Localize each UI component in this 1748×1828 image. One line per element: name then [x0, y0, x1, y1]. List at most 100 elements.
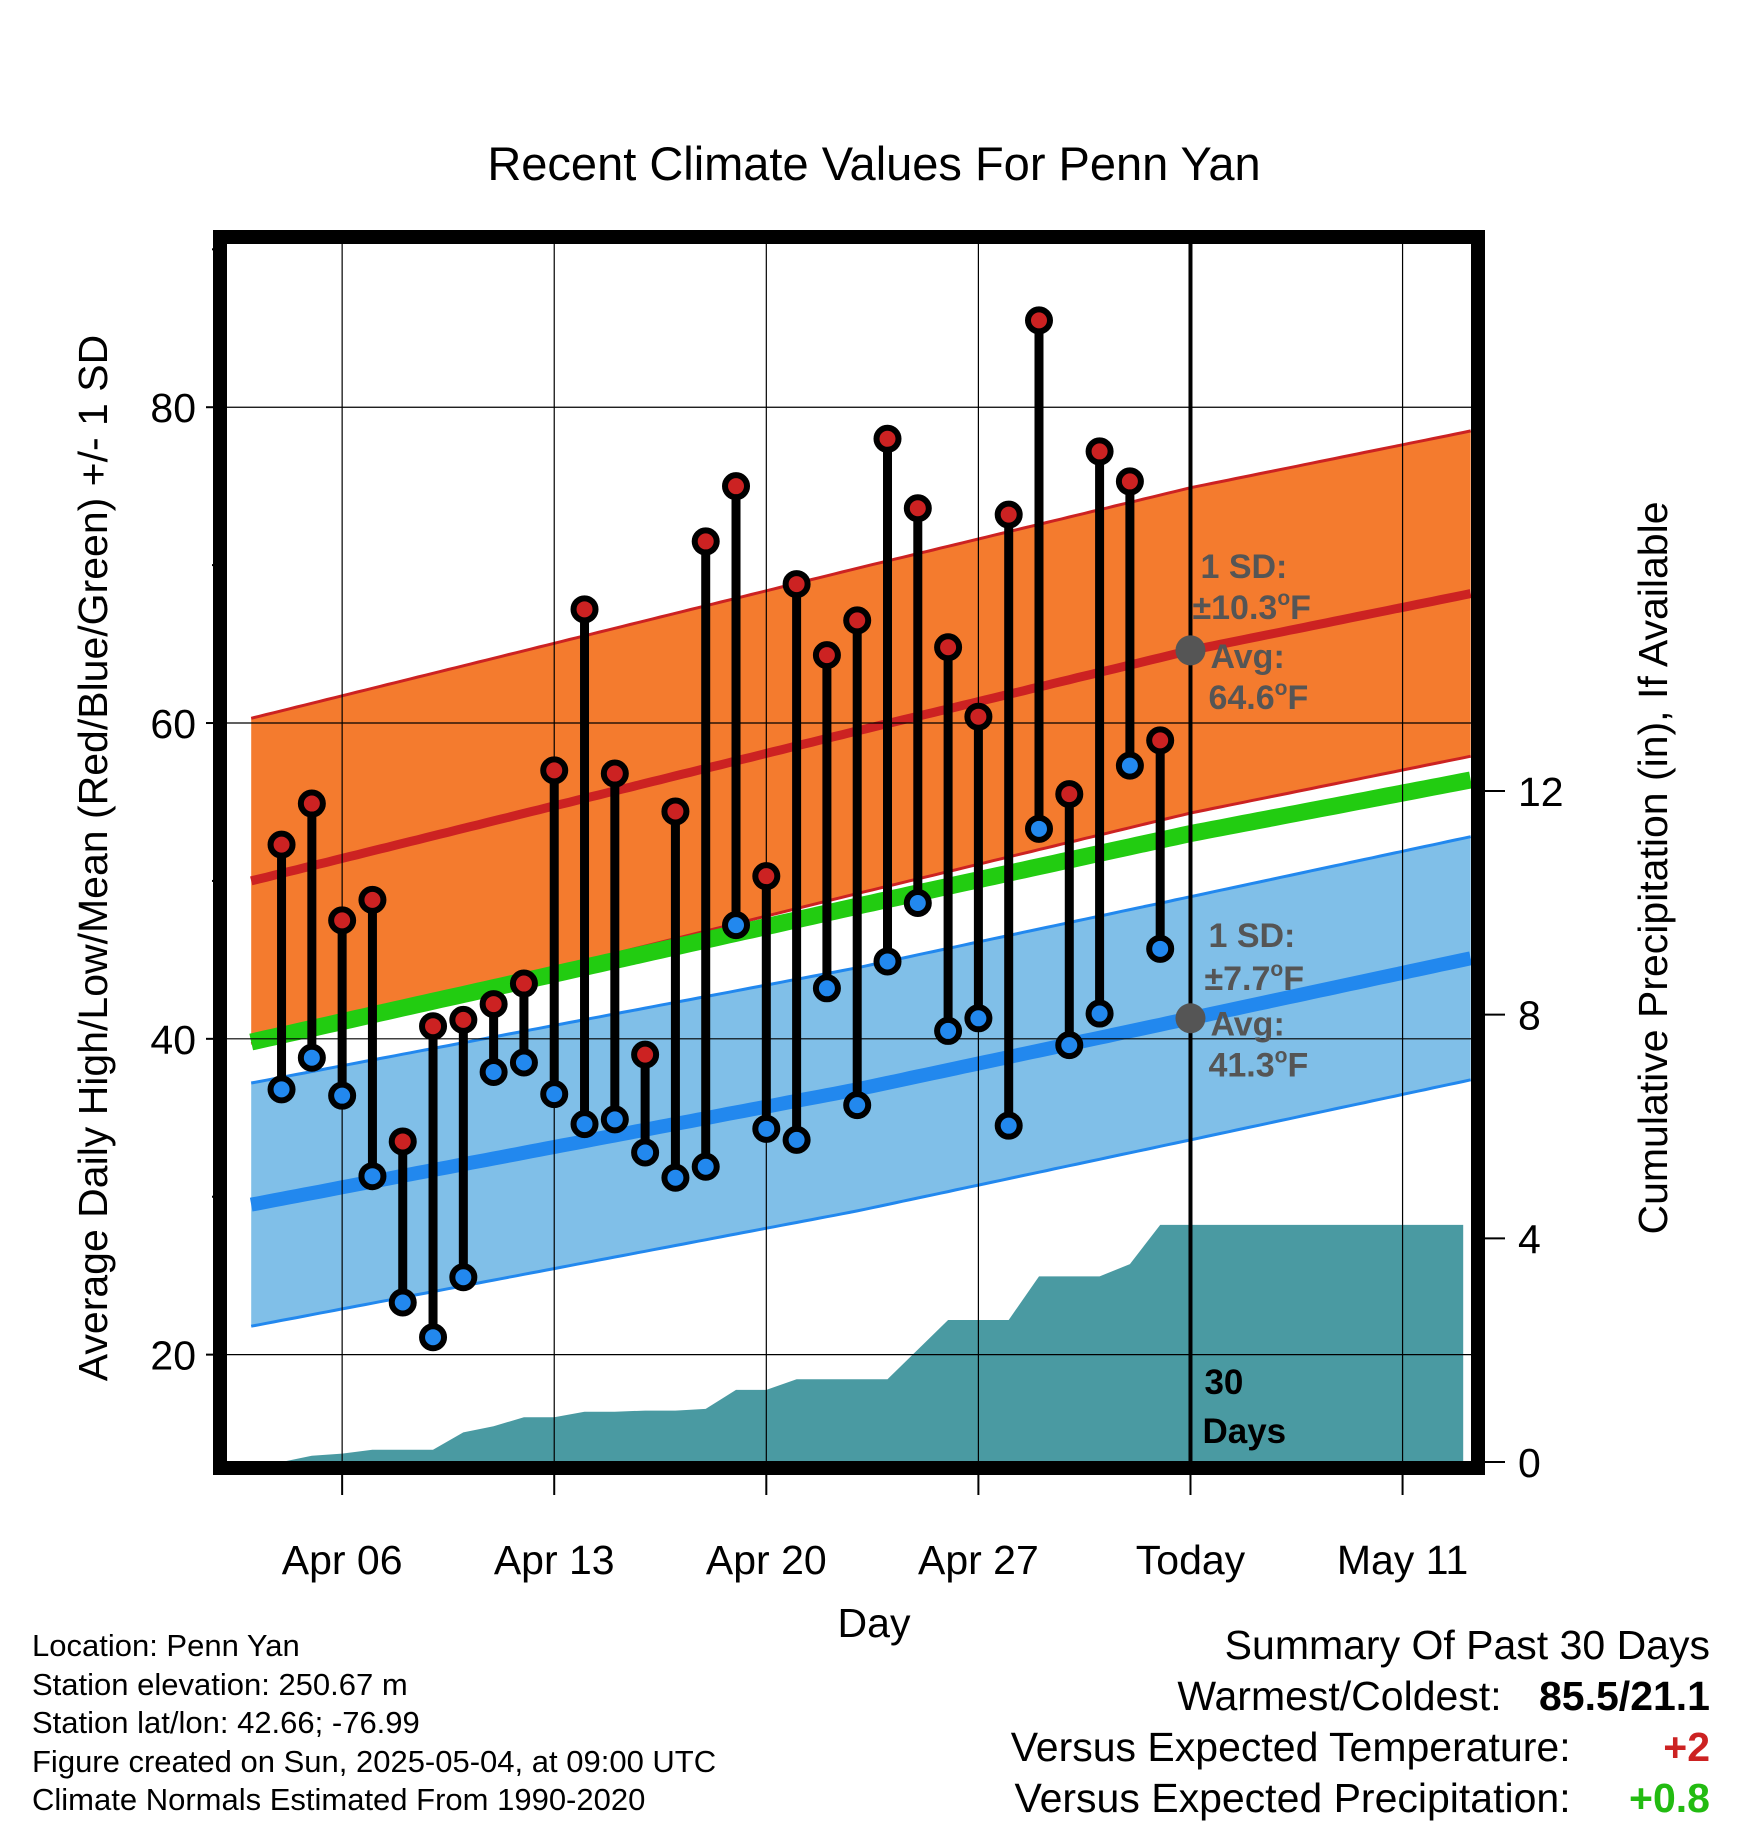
daily-low-point — [1115, 751, 1144, 780]
daily-low-point — [722, 911, 751, 940]
high-sd-value: ±10.3oF — [1192, 587, 1310, 627]
daily-high-point — [600, 759, 629, 788]
low-sd-value-value: ±7.7 — [1204, 960, 1270, 998]
daily-high-point — [873, 424, 902, 453]
daily-low-point — [540, 1080, 569, 1109]
daily-high-point — [934, 633, 963, 662]
daily-high-point — [267, 830, 296, 859]
y2-tick-label: 4 — [1518, 1216, 1541, 1262]
daily-high-point — [843, 606, 872, 635]
x-tick-label: Today — [1136, 1537, 1246, 1583]
created-line: Figure created on Sun, 2025-05-04, at 09… — [32, 1743, 717, 1779]
x-tick-label: Apr 06 — [282, 1537, 403, 1583]
daily-low-point — [388, 1288, 417, 1317]
days-word: Days — [1202, 1412, 1286, 1451]
daily-low-point — [691, 1152, 720, 1181]
y2-axis-label: Cumulative Precipitation (in), If Availa… — [1630, 501, 1676, 1234]
daily-high-point — [297, 789, 326, 818]
daily-low-point — [1146, 934, 1175, 963]
warm-cold-label: Warmest/Coldest: — [1177, 1673, 1502, 1719]
temp-value: +2 — [1663, 1724, 1710, 1770]
daily-low-point — [419, 1323, 448, 1352]
daily-low-point — [509, 1048, 538, 1077]
unit-letter: F — [1283, 960, 1304, 998]
warm-cold-row: Warmest/Coldest: 85.5/21.1 — [1011, 1671, 1710, 1722]
daily-high-point — [328, 906, 357, 935]
degree-sign: o — [1275, 1045, 1288, 1068]
daily-low-point — [1055, 1031, 1084, 1060]
daily-high-point — [540, 756, 569, 785]
high-sd-label: 1 SD: — [1200, 548, 1287, 586]
unit-letter: F — [1287, 1047, 1308, 1085]
low-avg-value: 41.3oF — [1208, 1045, 1308, 1085]
daily-high-point — [752, 862, 781, 891]
daily-low-point — [297, 1043, 326, 1072]
low-avg-marker — [1175, 1003, 1206, 1034]
unit-letter: F — [1290, 589, 1311, 627]
x-tick-label: Apr 20 — [706, 1537, 827, 1583]
normals-line: Climate Normals Estimated From 1990-2020 — [32, 1782, 646, 1817]
high-avg-value: 64.6oF — [1208, 677, 1308, 717]
y2-tick-label: 8 — [1518, 993, 1541, 1039]
high-avg-label-value: Avg: — [1210, 638, 1284, 676]
daily-low-point — [570, 1110, 599, 1139]
low-sd-label: 1 SD: — [1208, 917, 1295, 955]
daily-high-point — [509, 969, 538, 998]
low-avg-label-value: Avg: — [1210, 1006, 1284, 1044]
daily-high-point — [1146, 726, 1175, 755]
daily-high-point — [964, 702, 993, 731]
daily-low-point — [873, 947, 902, 976]
precip-row: Versus Expected Precipitation: +0.8 — [1011, 1773, 1711, 1824]
temp-label: Versus Expected Temperature: — [1010, 1724, 1571, 1770]
high-avg-label: Avg: — [1210, 638, 1284, 676]
x-axis-label: Day — [838, 1600, 911, 1646]
high-sd-value-value: ±10.3 — [1192, 589, 1277, 627]
daily-low-point — [782, 1125, 811, 1154]
x-tick-label: Apr 27 — [918, 1537, 1039, 1583]
degree-sign: o — [1277, 587, 1290, 610]
x-tick-label: May 11 — [1337, 1537, 1468, 1583]
warm-cold-value: 85.5/21.1 — [1539, 1673, 1710, 1719]
daily-low-point — [994, 1111, 1023, 1140]
y-tick-label: 80 — [150, 385, 196, 431]
daily-high-point — [1085, 437, 1114, 466]
daily-high-point — [994, 500, 1023, 529]
daily-low-point — [964, 1004, 993, 1033]
daily-high-point — [722, 472, 751, 501]
low-avg-label: Avg: — [1210, 1006, 1284, 1044]
daily-high-point — [903, 494, 932, 523]
daily-low-point — [812, 974, 841, 1003]
y-axis-label: Average Daily High/Low/Mean (Red/Blue/Gr… — [70, 335, 116, 1381]
daily-high-point — [631, 1040, 660, 1069]
x-tick-label: Apr 13 — [494, 1537, 615, 1583]
daily-high-point — [1024, 306, 1053, 335]
daily-high-point — [661, 797, 690, 826]
elevation-line: Station elevation: 250.67 m — [32, 1666, 408, 1702]
daily-low-point — [903, 889, 932, 918]
y-tick-label: 40 — [150, 1017, 196, 1063]
degree-sign: o — [1270, 958, 1283, 981]
chart-title: Recent Climate Values For Penn Yan — [487, 137, 1260, 190]
low-avg-value-value: 41.3 — [1208, 1047, 1274, 1085]
daily-low-point — [631, 1138, 660, 1167]
daily-high-point — [1055, 780, 1084, 809]
daily-high-point — [782, 570, 811, 599]
daily-low-point — [328, 1081, 357, 1110]
daily-low-point — [843, 1091, 872, 1120]
daily-low-point — [358, 1162, 387, 1191]
location-line: Location: Penn Yan — [32, 1628, 300, 1663]
daily-high-point — [812, 641, 841, 670]
daily-low-point — [1024, 814, 1053, 843]
daily-low-point — [661, 1163, 690, 1192]
daily-high-point — [449, 1005, 478, 1034]
y-tick-label: 20 — [150, 1333, 196, 1379]
high-avg-value-value: 64.6 — [1208, 679, 1274, 717]
low-sd-value: ±7.7oF — [1204, 958, 1304, 998]
daily-high-point — [358, 885, 387, 914]
daily-high-point — [570, 595, 599, 624]
precip-label: Versus Expected Precipitation: — [1014, 1775, 1571, 1821]
y2-tick-label: 0 — [1518, 1440, 1541, 1486]
daily-low-point — [600, 1105, 629, 1134]
